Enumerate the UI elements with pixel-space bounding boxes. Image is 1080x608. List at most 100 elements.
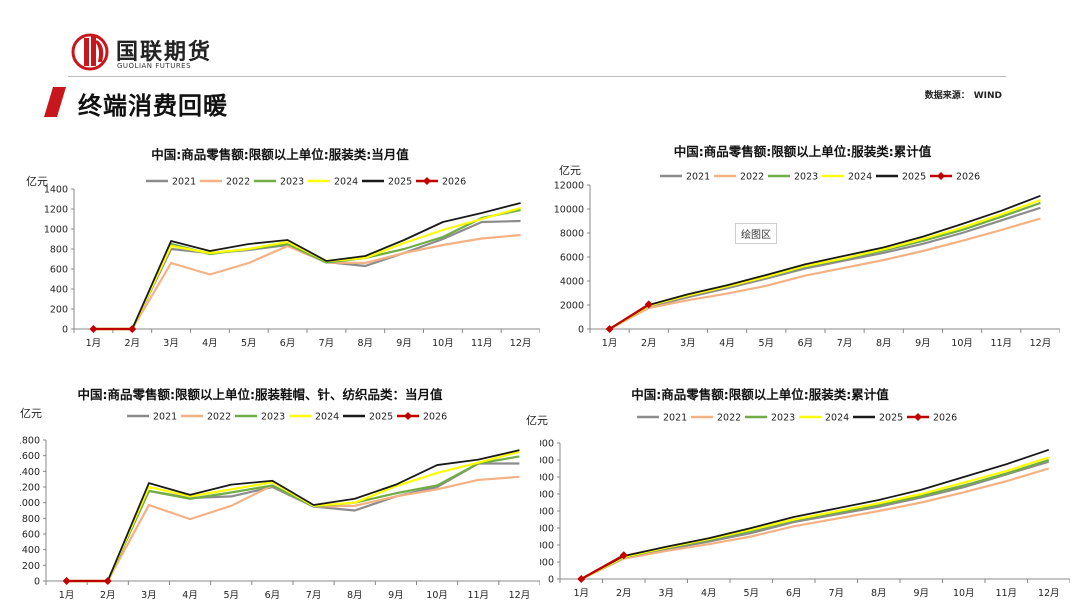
legend-marker-2026 — [937, 172, 945, 180]
legend-label-2023: 2023 — [794, 172, 818, 183]
chart-apparel-cumulative: 中国:商品零售额:限额以上单位:服装类:累计值 亿元 0 2000 4000 6000… — [545, 138, 1060, 360]
series-line-2025 — [609, 194, 1041, 330]
x-tick-label: 3月 — [141, 590, 157, 601]
y-tick-label: 1600 — [20, 451, 40, 462]
series-line-2023 — [66, 455, 520, 583]
chart-plot: 0 200 400 600 800 1000 1200 1400 1600 1800 1月 2月 3月 4… — [20, 412, 540, 601]
series-line-2024 — [93, 206, 521, 331]
y-tick-label: 14000 — [540, 456, 554, 467]
y-tick-label: 200 — [22, 561, 40, 572]
y-tick-label: 1000 — [20, 498, 40, 509]
x-tick-label: 8月 — [876, 338, 892, 349]
data-source-label: 数据来源： — [924, 91, 970, 101]
x-tick-label: 12月 — [1030, 338, 1052, 349]
y-tick-label: 1400 — [44, 185, 68, 196]
x-tick-label: 10月 — [426, 590, 448, 601]
legend-marker-2026 — [423, 177, 431, 185]
chart-plot: 0 200 400 600 800 1000 1200 1400 1月 2月 3月 4月 5月 6月 7月 8… — [44, 177, 540, 349]
chart-apparel-shoes-textile-monthly: 中国:商品零售额:限额以上单位:服装鞋帽、针、纺织品类：当月值 亿元 0 200 4… — [20, 381, 540, 608]
x-tick-label: 1月 — [59, 590, 75, 601]
chart-title: 中国:商品零售额:限额以上单位:服装类:当月值 — [151, 147, 409, 162]
y-tick-label: 400 — [22, 545, 40, 556]
legend-label-2026: 2026 — [933, 413, 957, 424]
legend-label-2022: 2022 — [226, 177, 250, 188]
series-line-2026 — [608, 303, 650, 330]
y-tick-label: 16000 — [540, 439, 554, 450]
legend-label-2025: 2025 — [369, 412, 393, 423]
x-tick-label: 5月 — [743, 588, 759, 599]
series-line-2025 — [93, 202, 521, 330]
y-tick-label: 600 — [50, 265, 68, 276]
y-tick-label: 1200 — [44, 205, 68, 216]
x-tick-label: 3月 — [680, 338, 696, 349]
legend-label-2023: 2023 — [771, 413, 795, 424]
series-line-2022 — [93, 233, 521, 331]
x-tick-label: 9月 — [388, 590, 404, 601]
brand-name-cn: 国联期货 — [116, 40, 213, 65]
y-tick-label: 1000 — [44, 225, 68, 236]
y-unit-label: 亿元 — [26, 175, 48, 188]
x-tick-label: 11月 — [990, 338, 1012, 349]
legend-label-2024: 2024 — [848, 172, 872, 183]
y-unit-label: 亿元 — [526, 414, 548, 427]
y-tick-label: 6000 — [540, 524, 554, 535]
y-tick-label: 2000 — [560, 301, 584, 312]
legend-label-2024: 2024 — [825, 413, 849, 424]
y-tick-label: 600 — [22, 530, 40, 541]
series-line-2026 — [580, 554, 625, 580]
legend-label-2025: 2025 — [902, 172, 926, 183]
brand-logo: 国联期货 GUOLIAN FUTURES — [70, 32, 240, 76]
x-tick-label: 2月 — [641, 338, 657, 349]
series-marker-2026 — [644, 300, 653, 309]
y-tick-label: 8000 — [560, 229, 584, 240]
x-tick-label: 2月 — [616, 588, 632, 599]
series-line-2024 — [66, 450, 520, 583]
x-tick-label: 11月 — [995, 588, 1017, 599]
chart-title: 中国:商品零售额:限额以上单位:服装类:累计值 — [631, 387, 889, 402]
legend-label-2021: 2021 — [153, 412, 177, 423]
x-tick-label: 6月 — [265, 590, 281, 601]
y-tick-label: 10000 — [540, 490, 554, 501]
x-tick-label: 4月 — [719, 338, 735, 349]
x-tick-label: 12月 — [509, 590, 531, 601]
series-marker-2026 — [128, 325, 137, 333]
x-tick-label: 8月 — [357, 338, 373, 349]
x-tick-label: 10月 — [951, 338, 973, 349]
x-tick-label: 5月 — [758, 338, 774, 349]
x-tick-label: 5月 — [241, 338, 257, 349]
legend-label-2021: 2021 — [686, 172, 710, 183]
legend-label-2022: 2022 — [740, 172, 764, 183]
x-tick-label: 12月 — [510, 338, 532, 349]
legend-label-2023: 2023 — [280, 177, 304, 188]
legend-label-2024: 2024 — [334, 177, 358, 188]
x-tick-label: 8月 — [347, 590, 363, 601]
x-tick-label: 3月 — [163, 338, 179, 349]
y-tick-label: 12000 — [540, 473, 554, 484]
legend-label-2024: 2024 — [315, 412, 339, 423]
y-tick-label: 6000 — [560, 253, 584, 264]
x-tick-label: 10月 — [432, 338, 454, 349]
y-tick-label: 200 — [50, 305, 68, 316]
y-tick-label: 800 — [50, 245, 68, 256]
y-tick-label: 10000 — [554, 205, 584, 216]
y-tick-label: 0 — [62, 325, 68, 336]
x-tick-label: 11月 — [467, 590, 489, 601]
legend-label-2026: 2026 — [442, 177, 466, 188]
data-source: 数据来源： WIND — [921, 88, 1002, 101]
series-line-2021 — [609, 206, 1041, 330]
logo-emblem-icon — [71, 33, 109, 71]
legend-marker-2026 — [914, 413, 922, 421]
legend-label-2026: 2026 — [423, 412, 447, 423]
y-tick-label: 0 — [578, 325, 584, 336]
x-tick-label: 10月 — [953, 588, 975, 599]
y-tick-label: 800 — [22, 514, 40, 525]
y-tick-label: 1800 — [20, 436, 40, 447]
x-tick-label: 8月 — [871, 588, 887, 599]
series-marker-2026 — [89, 325, 98, 333]
chart-apparel-cumulative-2: 中国:商品零售额:限额以上单位:服装类:累计值 亿元 0 2000 4000 6000… — [526, 383, 1070, 608]
x-tick-label: 12月 — [1038, 588, 1060, 599]
x-tick-label: 4月 — [182, 590, 198, 601]
x-tick-label: 1月 — [602, 338, 618, 349]
legend-label-2022: 2022 — [207, 412, 231, 423]
title-accent-icon — [44, 87, 66, 117]
